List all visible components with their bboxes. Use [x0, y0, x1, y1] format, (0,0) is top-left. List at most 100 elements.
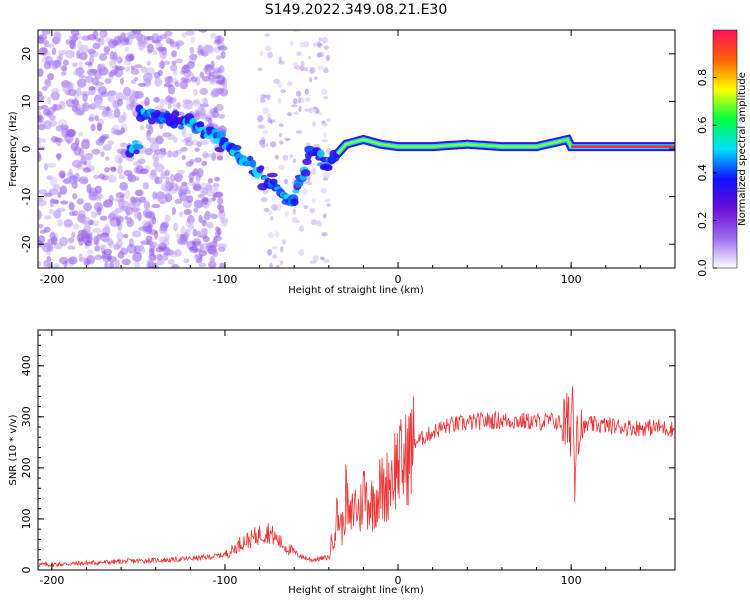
spectrogram-cell: [160, 171, 167, 180]
spectrogram-cell: [284, 211, 289, 217]
spectrogram-cell: [108, 71, 115, 78]
spectrogram-cell: [108, 59, 117, 68]
spectrogram-x-tick-label: -200: [39, 273, 64, 286]
spectrogram-cell: [205, 45, 215, 55]
spectrogram-cell: [117, 42, 126, 47]
spectrogram-cell: [98, 53, 108, 62]
spectrogram-cell: [110, 167, 117, 173]
spectrogram-cell: [172, 150, 179, 158]
spectrogram-cell: [124, 215, 129, 220]
spectrogram-cell: [42, 86, 48, 92]
spectrogram-cell: [194, 157, 203, 163]
spectrogram-cell: [133, 76, 139, 82]
spectrogram-cell: [270, 216, 274, 221]
snr-series: [38, 386, 675, 568]
spectrogram-cell: [165, 176, 170, 184]
spectrogram-cell: [38, 209, 43, 220]
spectrogram-cell: [266, 113, 272, 119]
spectrogram-cell: [144, 96, 150, 107]
spectrogram-cell: [185, 140, 194, 147]
spectrogram-cell: [99, 30, 108, 39]
spectrogram-cell: [57, 137, 64, 143]
spectrogram-cell: [217, 45, 228, 51]
spectrogram-cell: [116, 148, 127, 155]
spectrogram-cell: [142, 72, 153, 83]
spectrogram-cell: [138, 44, 145, 51]
spectrogram-cell: [38, 189, 48, 195]
spectrogram-cell: [98, 244, 107, 249]
spectrogram-cell: [149, 241, 158, 249]
spectrogram-cell: [257, 115, 264, 123]
spectrogram-cell: [181, 103, 189, 109]
spectrogram-cell: [120, 127, 126, 134]
spectrogram-cell: [44, 78, 52, 88]
spectrogram-cell: [43, 260, 49, 268]
spectrogram-cell: [72, 193, 78, 200]
spectrogram-cell: [152, 191, 157, 200]
spectrogram-cell: [202, 203, 210, 209]
spectrogram-cell: [160, 98, 165, 108]
spectrogram-cell: [171, 60, 177, 65]
spectrogram-cell: [57, 191, 62, 199]
spectrogram-cell: [217, 197, 224, 205]
spectrogram-cell: [134, 260, 141, 268]
spectrogram-cell: [176, 42, 181, 50]
spectrogram-cell: [93, 202, 103, 212]
spectrogram-cell: [116, 231, 124, 242]
spectrogram-cell: [38, 94, 45, 102]
spectrogram-cell: [133, 149, 140, 155]
spectrogram-cell: [214, 191, 224, 198]
spectrogram-cell: [278, 132, 282, 138]
spectrogram-cell: [304, 97, 311, 103]
spectrogram-cell: [134, 190, 143, 197]
spectrogram-cell: [132, 143, 144, 150]
spectrogram-cell: [131, 140, 139, 145]
spectrogram-cell: [62, 84, 68, 93]
spectrogram-cell: [38, 114, 44, 124]
colorbar-gradient: [712, 29, 738, 269]
spectrogram-cell: [78, 131, 84, 137]
spectrogram-cell: [84, 61, 93, 66]
spectrogram-cell: [114, 154, 124, 164]
snr-panel: -200 -100 0 100 0 100 200 300 400 Height of str…: [8, 329, 676, 596]
spectrogram-cell: [70, 30, 80, 37]
spectrogram-cell: [53, 210, 62, 219]
spectrogram-cell: [83, 202, 93, 212]
spectrogram-cell: [54, 31, 62, 42]
spectrogram-cell: [159, 199, 165, 205]
spectrogram-cell: [213, 67, 221, 76]
spectrogram-cell: [103, 167, 110, 173]
spectrogram-cell: [167, 103, 172, 109]
spectrogram-cell: [66, 82, 73, 90]
spectrogram-cell: [201, 160, 208, 167]
spectrogram-cell: [156, 258, 165, 266]
spectrogram-cell: [58, 170, 66, 179]
spectrogram-cell: [115, 92, 124, 102]
spectrogram-cell: [197, 49, 206, 56]
spectrogram-cell: [119, 182, 129, 191]
spectrogram-cell: [278, 164, 285, 171]
spectrogram-cell: [100, 232, 110, 243]
spectrogram-cell: [259, 141, 264, 148]
spectrogram-cell: [291, 104, 298, 108]
spectrogram-y-tick-label: -20: [20, 235, 33, 253]
spectrogram-cell: [217, 114, 225, 119]
spectrogram-cell: [107, 213, 117, 221]
spectrogram-cell: [264, 33, 271, 37]
spectrogram-cell: [176, 58, 183, 64]
spectrogram-cell: [308, 56, 312, 60]
spectrogram-cell: [311, 198, 316, 204]
spectrogram-cell: [105, 106, 110, 112]
spectrogram-cell: [183, 78, 191, 84]
spectrogram-cell: [271, 246, 278, 250]
spectrogram-cell: [120, 247, 128, 256]
spectrogram-cell: [297, 97, 302, 104]
spectrogram-cell: [138, 34, 147, 45]
spectrogram-cell: [201, 97, 207, 103]
spectrogram-cell: [249, 159, 257, 168]
spectrogram-cell: [145, 235, 153, 242]
spectrogram-cell: [167, 259, 175, 265]
spectrogram-cell: [143, 200, 151, 210]
spectrogram-cell: [323, 66, 329, 71]
spectrogram-cell: [169, 173, 176, 183]
